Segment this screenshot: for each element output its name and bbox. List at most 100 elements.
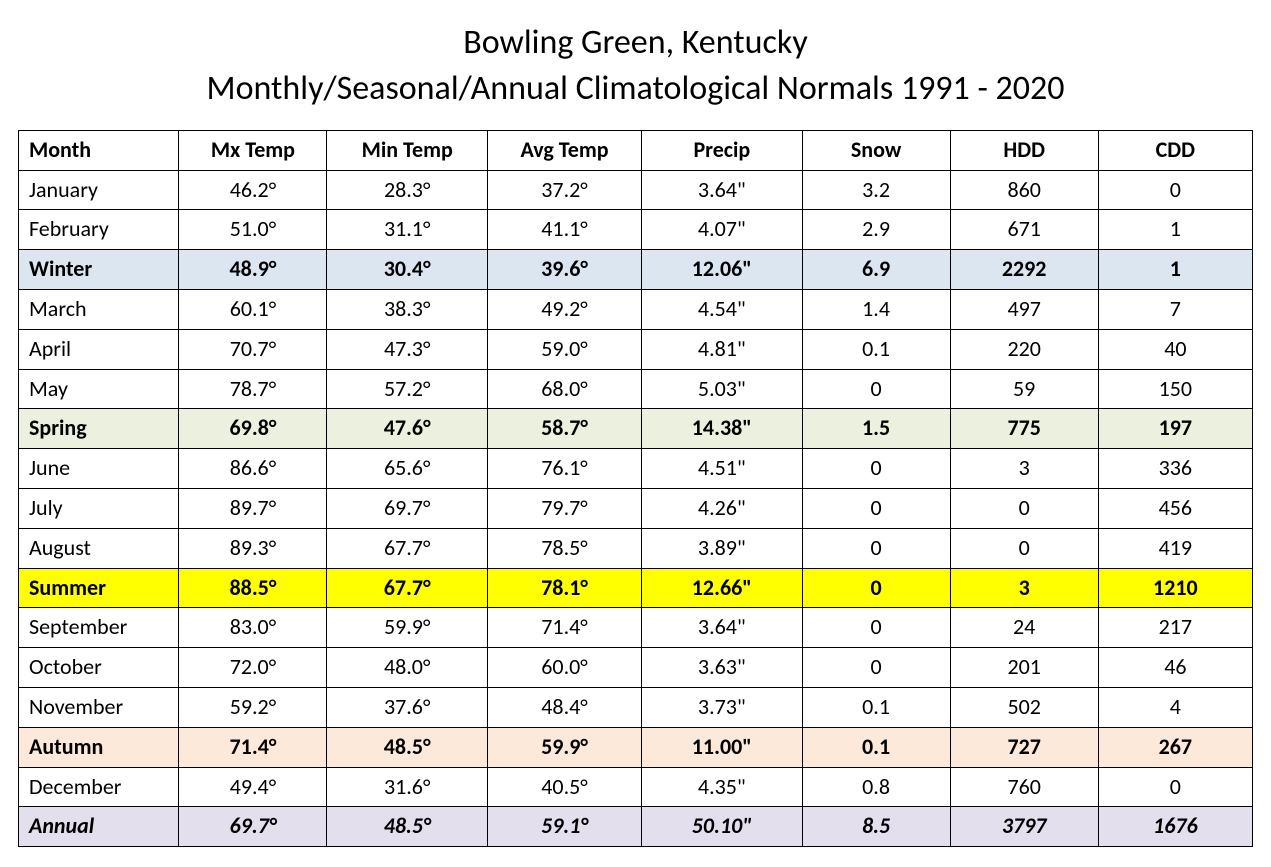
cell-month: December <box>19 767 179 807</box>
cell-precip: 4.26" <box>642 488 802 528</box>
cell-hdd: 0 <box>950 528 1098 568</box>
cell-precip: 4.51" <box>642 449 802 489</box>
cell-min: 31.6° <box>327 767 487 807</box>
cell-snow: 1.5 <box>802 409 950 449</box>
cell-month: January <box>19 170 179 210</box>
cell-avg: 49.2° <box>487 289 641 329</box>
cell-avg: 48.4° <box>487 687 641 727</box>
cell-snow: 1.4 <box>802 289 950 329</box>
cell-avg: 39.6° <box>487 250 641 290</box>
title-location: Bowling Green, Kentucky <box>18 20 1253 66</box>
col-header-mxtemp: Mx Temp <box>179 130 327 170</box>
cell-hdd: 3 <box>950 568 1098 608</box>
cell-min: 47.6° <box>327 409 487 449</box>
page-title-block: Bowling Green, Kentucky Monthly/Seasonal… <box>18 20 1253 112</box>
cell-min: 48.5° <box>327 727 487 767</box>
cell-cdd: 1 <box>1098 250 1252 290</box>
month-row: October72.0°48.0°60.0°3.63"020146 <box>19 648 1253 688</box>
cell-snow: 2.9 <box>802 210 950 250</box>
cell-precip: 4.54" <box>642 289 802 329</box>
cell-month: April <box>19 329 179 369</box>
col-header-month: Month <box>19 130 179 170</box>
cell-precip: 4.35" <box>642 767 802 807</box>
cell-hdd: 775 <box>950 409 1098 449</box>
cell-mx: 49.4° <box>179 767 327 807</box>
cell-snow: 0 <box>802 608 950 648</box>
climate-normals-table: Month Mx Temp Min Temp Avg Temp Precip S… <box>18 130 1253 847</box>
cell-month: September <box>19 608 179 648</box>
cell-avg: 59.9° <box>487 727 641 767</box>
cell-hdd: 3 <box>950 449 1098 489</box>
cell-cdd: 0 <box>1098 767 1252 807</box>
cell-hdd: 220 <box>950 329 1098 369</box>
cell-snow: 0.1 <box>802 329 950 369</box>
cell-snow: 0 <box>802 528 950 568</box>
cell-min: 69.7° <box>327 488 487 528</box>
cell-cdd: 0 <box>1098 170 1252 210</box>
cell-month: June <box>19 449 179 489</box>
cell-snow: 0 <box>802 369 950 409</box>
cell-hdd: 860 <box>950 170 1098 210</box>
cell-precip: 11.00" <box>642 727 802 767</box>
cell-hdd: 502 <box>950 687 1098 727</box>
cell-mx: 46.2° <box>179 170 327 210</box>
cell-hdd: 3797 <box>950 807 1098 847</box>
title-subtitle: Monthly/Seasonal/Annual Climatological N… <box>18 66 1253 112</box>
cell-min: 47.3° <box>327 329 487 369</box>
cell-snow: 0.8 <box>802 767 950 807</box>
cell-avg: 68.0° <box>487 369 641 409</box>
cell-mx: 88.5° <box>179 568 327 608</box>
cell-cdd: 1676 <box>1098 807 1252 847</box>
cell-avg: 76.1° <box>487 449 641 489</box>
cell-precip: 5.03" <box>642 369 802 409</box>
month-row: August89.3°67.7°78.5°3.89"00419 <box>19 528 1253 568</box>
cell-month: May <box>19 369 179 409</box>
cell-min: 37.6° <box>327 687 487 727</box>
cell-hdd: 760 <box>950 767 1098 807</box>
cell-snow: 0 <box>802 568 950 608</box>
season-row-spring: Spring69.8°47.6°58.7°14.38"1.5775197 <box>19 409 1253 449</box>
cell-cdd: 1210 <box>1098 568 1252 608</box>
cell-precip: 12.06" <box>642 250 802 290</box>
cell-month: Spring <box>19 409 179 449</box>
cell-cdd: 336 <box>1098 449 1252 489</box>
month-row: January46.2°28.3°37.2°3.64"3.28600 <box>19 170 1253 210</box>
cell-snow: 0 <box>802 488 950 528</box>
cell-mx: 69.7° <box>179 807 327 847</box>
month-row: November59.2°37.6°48.4°3.73"0.15024 <box>19 687 1253 727</box>
cell-hdd: 727 <box>950 727 1098 767</box>
cell-precip: 3.64" <box>642 608 802 648</box>
cell-cdd: 419 <box>1098 528 1252 568</box>
cell-hdd: 24 <box>950 608 1098 648</box>
month-row: September83.0°59.9°71.4°3.64"024217 <box>19 608 1253 648</box>
cell-snow: 0 <box>802 449 950 489</box>
cell-precip: 12.66" <box>642 568 802 608</box>
cell-cdd: 150 <box>1098 369 1252 409</box>
cell-snow: 0.1 <box>802 727 950 767</box>
table-body: January46.2°28.3°37.2°3.64"3.28600Februa… <box>19 170 1253 847</box>
cell-cdd: 456 <box>1098 488 1252 528</box>
cell-month: February <box>19 210 179 250</box>
season-row-autumn: Autumn71.4°48.5°59.9°11.00"0.1727267 <box>19 727 1253 767</box>
cell-hdd: 59 <box>950 369 1098 409</box>
cell-avg: 59.0° <box>487 329 641 369</box>
cell-mx: 78.7° <box>179 369 327 409</box>
cell-min: 31.1° <box>327 210 487 250</box>
cell-min: 30.4° <box>327 250 487 290</box>
cell-mx: 71.4° <box>179 727 327 767</box>
cell-min: 67.7° <box>327 528 487 568</box>
cell-cdd: 7 <box>1098 289 1252 329</box>
cell-snow: 6.9 <box>802 250 950 290</box>
month-row: June86.6°65.6°76.1°4.51"03336 <box>19 449 1253 489</box>
cell-precip: 3.63" <box>642 648 802 688</box>
month-row: February51.0°31.1°41.1°4.07"2.96711 <box>19 210 1253 250</box>
cell-mx: 48.9° <box>179 250 327 290</box>
annual-row: Annual69.7°48.5°59.1°50.10"8.537971676 <box>19 807 1253 847</box>
cell-precip: 3.73" <box>642 687 802 727</box>
cell-precip: 50.10" <box>642 807 802 847</box>
cell-precip: 3.64" <box>642 170 802 210</box>
cell-min: 65.6° <box>327 449 487 489</box>
season-row-winter: Winter48.9°30.4°39.6°12.06"6.922921 <box>19 250 1253 290</box>
cell-avg: 71.4° <box>487 608 641 648</box>
cell-month: November <box>19 687 179 727</box>
